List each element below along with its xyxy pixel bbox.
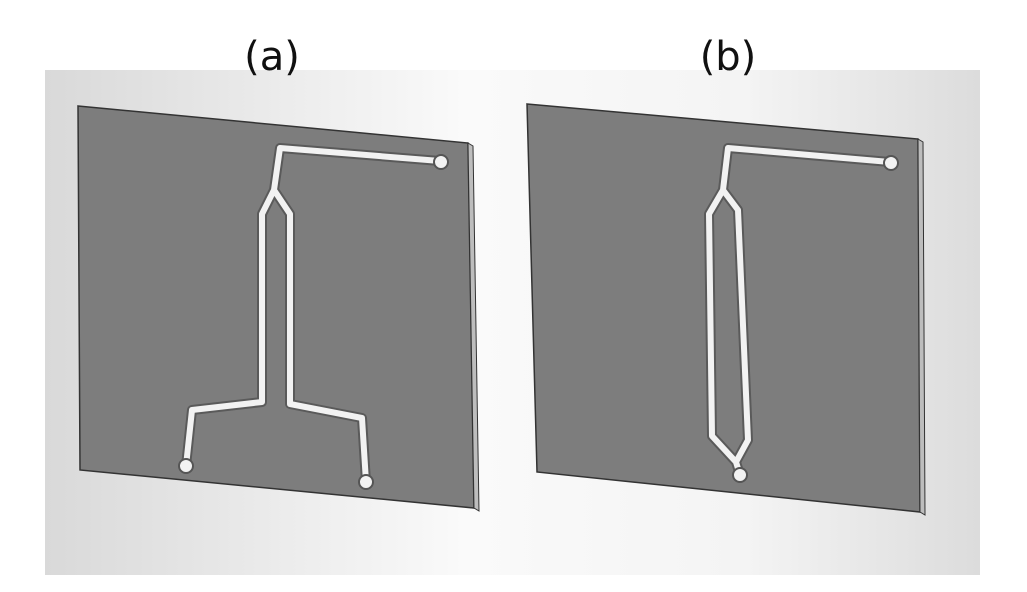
panel-label: (b) [700,34,757,80]
channel [704,143,899,483]
chip-b [526,103,926,516]
channel [178,143,449,490]
chip-a [77,105,480,512]
plate-edge [467,142,480,512]
plate-edge [917,138,926,516]
panel-label: (a) [244,34,300,80]
